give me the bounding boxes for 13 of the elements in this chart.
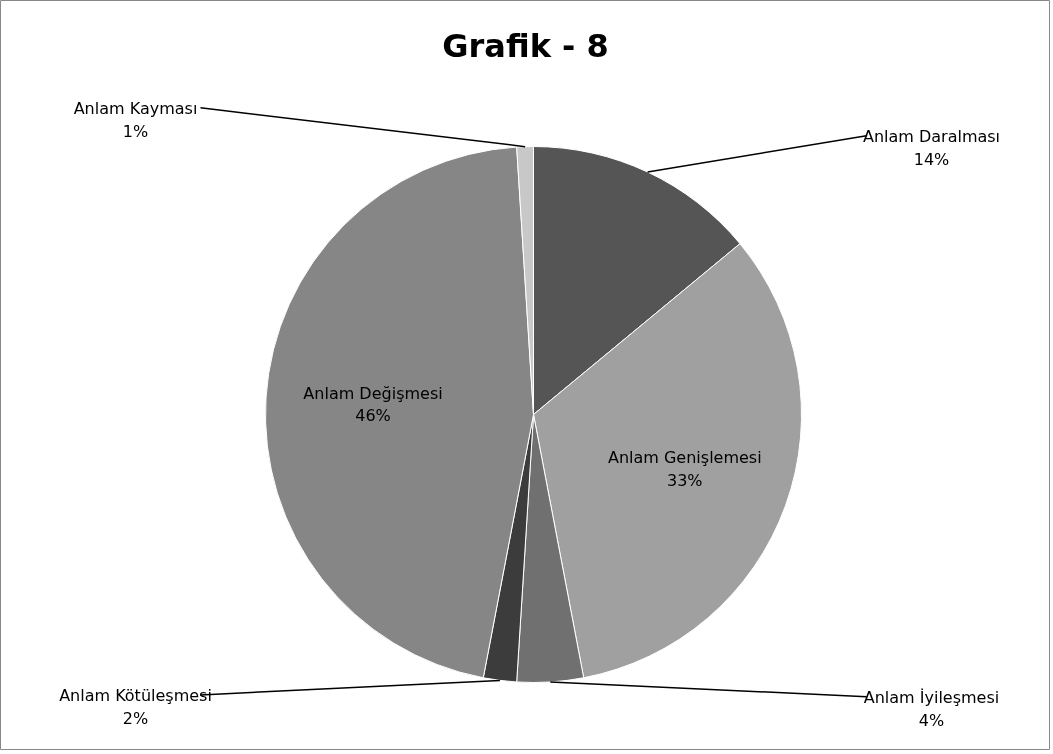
slice-label: Anlam İyileşmesi — [863, 687, 1000, 707]
slice-label: Anlam Değişmesi — [303, 383, 443, 403]
data-label: 4% — [918, 710, 945, 730]
slice-label: Anlam Kayması — [73, 98, 198, 118]
data-label: 33% — [667, 470, 703, 490]
data-label: 46% — [355, 406, 391, 426]
slice-label: Anlam Kötüleşmesi — [59, 686, 212, 706]
chart-title: Grafik - 8 — [442, 26, 609, 65]
data-label: 14% — [913, 149, 950, 169]
data-label: 1% — [122, 121, 149, 141]
slice-label: Anlam Daralması — [862, 126, 1001, 146]
slice-label: Anlam Genişlemesi — [607, 448, 762, 468]
data-label: 2% — [122, 708, 149, 728]
